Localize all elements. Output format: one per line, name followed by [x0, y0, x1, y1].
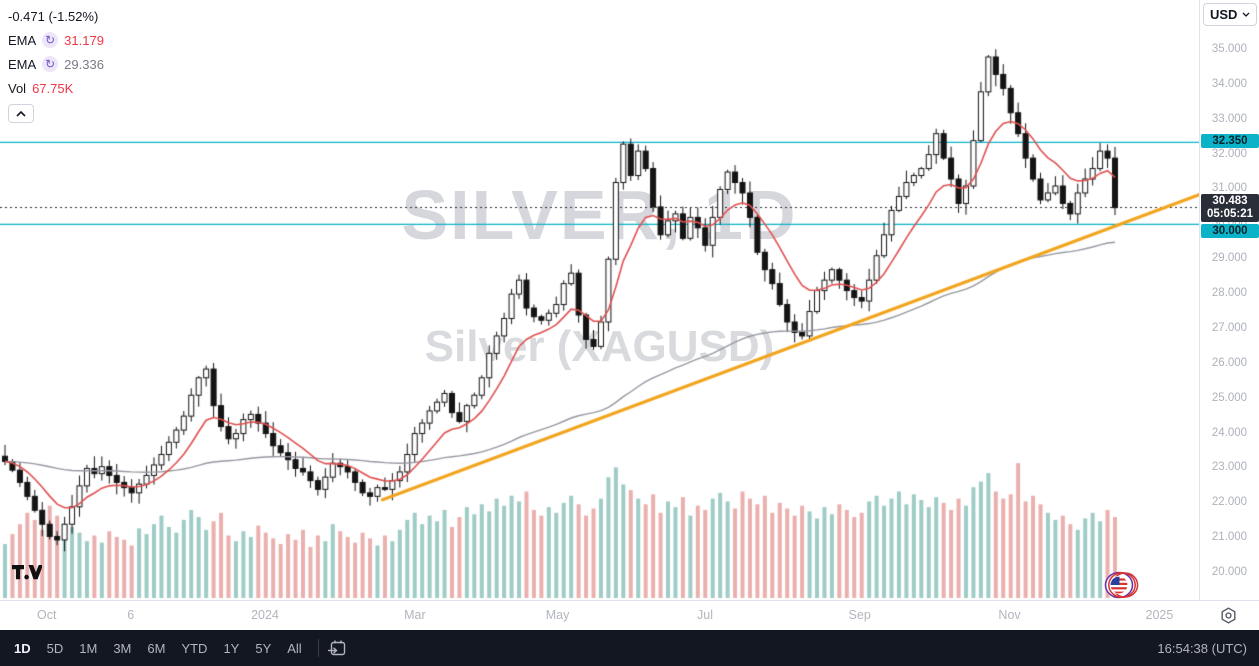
ema-slow-value: 29.336: [64, 56, 104, 72]
range-selector: 1D 5D 1M 3M 6M YTD 1Y 5Y All: [0, 637, 310, 660]
time-axis-label: Jul: [697, 608, 713, 622]
ema-slow-label: EMA: [8, 56, 37, 72]
price-tick: 24.000: [1211, 426, 1248, 439]
alert-price-badge[interactable]: 32.350: [1201, 134, 1259, 149]
range-button-6m[interactable]: 6M: [147, 640, 166, 656]
time-axis-label: Nov: [998, 608, 1021, 622]
price-axis[interactable]: 35.000 34.000 33.000 32.000 31.000 30.000 29.0…: [1199, 0, 1259, 600]
chart-pane: SILVER, 1D Silver (XAGUSD) -0.471 (-1.52…: [0, 0, 1259, 630]
price-tick: 33.000: [1211, 112, 1248, 125]
clock-utc[interactable]: 16:54:38 (UTC): [1157, 640, 1247, 656]
refresh-icon[interactable]: ↻: [42, 32, 59, 48]
price-tick: 28.000: [1211, 287, 1248, 300]
legend: -0.471 (-1.52%) EMA ↻ 31.179 EMA ↻ 29.33…: [8, 4, 104, 123]
plot-area: [0, 0, 1199, 600]
range-button-5y[interactable]: 5Y: [255, 640, 272, 656]
price-tick: 31.000: [1211, 182, 1248, 195]
range-button-1d[interactable]: 1D: [14, 640, 31, 656]
collapse-legend-button[interactable]: [8, 104, 34, 123]
last-price-badge[interactable]: 30.483 05:05:21: [1201, 193, 1259, 222]
price-chart-canvas[interactable]: [0, 0, 1199, 600]
price-tick: 34.000: [1211, 77, 1248, 90]
axis-settings-gear-icon[interactable]: [1220, 607, 1237, 624]
range-button-3m[interactable]: 3M: [113, 640, 132, 656]
tradingview-logo-icon[interactable]: [12, 565, 42, 584]
ema-slow-row[interactable]: EMA ↻ 29.336: [8, 52, 104, 76]
time-axis-label: 6: [127, 608, 135, 622]
time-axis-label: 2025: [1145, 608, 1174, 622]
chevron-up-icon: [16, 110, 26, 117]
price-change-value: -0.471 (-1.52%): [8, 8, 99, 24]
price-tick: 29.000: [1211, 252, 1248, 265]
volume-value: 67.75K: [32, 80, 74, 96]
price-tick: 27.000: [1211, 321, 1248, 334]
price-tick: 25.000: [1211, 391, 1248, 404]
range-button-1y[interactable]: 1Y: [223, 640, 240, 656]
price-tick: 20.000: [1211, 566, 1248, 579]
currency-selector[interactable]: USD: [1203, 3, 1257, 26]
alert-price-badge[interactable]: 30.000: [1201, 223, 1259, 238]
chevron-down-icon: [1242, 12, 1250, 17]
range-button-all[interactable]: All: [287, 640, 302, 656]
range-button-1m[interactable]: 1M: [79, 640, 98, 656]
ema-fast-row[interactable]: EMA ↻ 31.179: [8, 28, 104, 52]
time-axis-label: Sep: [848, 608, 871, 622]
price-tick: 22.000: [1211, 496, 1248, 509]
range-button-ytd[interactable]: YTD: [181, 640, 208, 656]
currency-value: USD: [1210, 7, 1238, 22]
goto-date-button[interactable]: [327, 639, 347, 657]
price-tick: 26.000: [1211, 356, 1248, 369]
time-axis[interactable]: Oct 6 2024 Mar May Jul Sep Nov 2025: [0, 600, 1259, 630]
refresh-icon[interactable]: ↻: [42, 56, 59, 72]
time-axis-label: Mar: [404, 608, 426, 622]
provider-logo-icon: [1104, 571, 1139, 599]
range-button-5d[interactable]: 5D: [46, 640, 64, 656]
time-axis-label: Oct: [37, 608, 57, 622]
change-row: -0.471 (-1.52%): [8, 4, 104, 28]
price-tick: 32.000: [1211, 147, 1248, 160]
volume-row[interactable]: Vol 67.75K: [8, 76, 104, 100]
bottom-toolbar: 1D 5D 1M 3M 6M YTD 1Y 5Y All 16:54:38 (UTC): [0, 630, 1259, 666]
toolbar-divider: [317, 639, 319, 657]
ema-fast-value: 31.179: [64, 32, 104, 48]
price-tick: 23.000: [1211, 461, 1248, 474]
calendar-arrow-icon: [327, 640, 345, 656]
volume-label: Vol: [8, 80, 27, 96]
time-axis-label: 2024: [251, 608, 279, 622]
price-tick: 35.000: [1211, 43, 1248, 55]
price-tick: 21.000: [1211, 531, 1248, 544]
ema-fast-label: EMA: [8, 32, 37, 48]
time-axis-label: May: [545, 608, 570, 622]
